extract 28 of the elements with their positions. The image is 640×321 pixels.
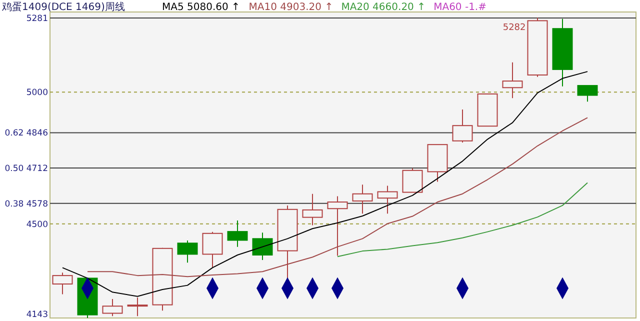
candlestick bbox=[452, 109, 473, 143]
y-tick-label: 0.50 4712 bbox=[4, 164, 48, 174]
y-tick-label: 4500 bbox=[26, 220, 48, 230]
y-tick-label: 5281 bbox=[26, 14, 48, 24]
candlestick bbox=[252, 232, 273, 261]
text: MA10 4903.20 ↑ bbox=[248, 2, 334, 13]
line-series bbox=[87, 117, 588, 278]
candlestick bbox=[227, 220, 248, 248]
candlestick bbox=[502, 62, 523, 99]
line-series bbox=[337, 182, 588, 258]
y-tick-label: 0.62 4846 bbox=[4, 128, 48, 139]
candlestick bbox=[302, 193, 323, 226]
candlestick bbox=[177, 240, 198, 264]
text: MA5 5080.60 ↑ bbox=[162, 2, 240, 13]
candlestick bbox=[52, 272, 73, 295]
candlestick bbox=[352, 184, 373, 214]
candlestick bbox=[327, 196, 348, 256]
annotation: MA60 -1.# bbox=[434, 2, 487, 13]
chart-title: 鸡蛋1409(DCE 1469)周线 bbox=[1, 1, 125, 13]
text: MA20 4660.20 ↑ bbox=[341, 2, 426, 13]
y-tick-label: 0.38 4578 bbox=[4, 199, 48, 210]
y-tick-label: 5000 bbox=[26, 88, 48, 98]
candlestick bbox=[377, 185, 398, 214]
candlestick bbox=[402, 168, 423, 193]
candlestick bbox=[577, 85, 598, 102]
y-tick-label: 4143 bbox=[26, 310, 48, 320]
annotation: 5282 bbox=[502, 22, 526, 33]
candlestick bbox=[202, 231, 223, 268]
